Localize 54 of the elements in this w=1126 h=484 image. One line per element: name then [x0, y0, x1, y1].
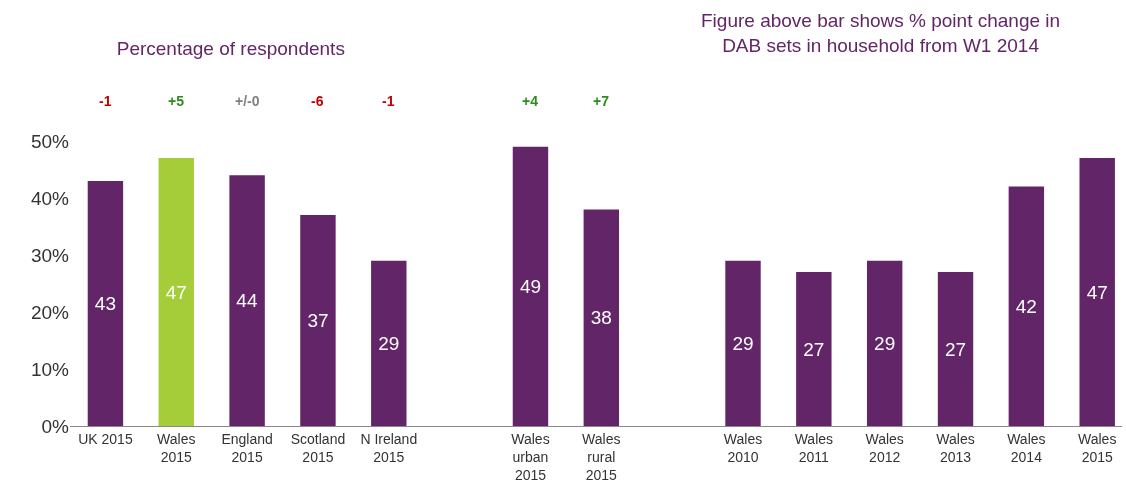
data-label: 38	[590, 307, 612, 329]
bar	[512, 146, 549, 426]
bar	[937, 272, 974, 426]
data-label: 27	[803, 338, 825, 360]
text: -6	[311, 93, 324, 109]
x-tick-label: Wales 2015	[157, 430, 196, 465]
data-label: 29	[732, 332, 754, 354]
bar	[1008, 186, 1045, 426]
x-tick-label: Wales 2015	[1078, 430, 1117, 465]
bar	[725, 260, 761, 426]
bar	[371, 260, 407, 426]
x-tick-label: Wales rural 2015	[582, 430, 621, 484]
bar	[583, 209, 620, 426]
text: -1	[99, 93, 112, 109]
bar	[300, 215, 336, 426]
text: +4	[522, 93, 539, 109]
bar	[866, 260, 903, 426]
data-label: 44	[236, 290, 258, 312]
text: +5	[168, 93, 185, 109]
data-label: 47	[1086, 281, 1108, 303]
data-label: 47	[165, 281, 187, 303]
data-label: 27	[944, 338, 967, 360]
x-tick-label: Wales 2013	[936, 430, 975, 465]
data-label: 37	[307, 310, 329, 332]
bar	[1079, 158, 1115, 426]
y-tick-label: 50%	[30, 130, 70, 152]
bar	[158, 158, 194, 426]
data-label: 42	[1015, 295, 1037, 317]
x-tick-label: Wales 2014	[1007, 430, 1046, 465]
text: Figure above bar shows % point change in DAB sets in household from W1 2014	[701, 10, 1061, 56]
x-tick-label: Scotland 2015	[290, 430, 346, 465]
y-tick-label: 0%	[41, 415, 70, 437]
x-tick-label: Wales 2010	[723, 430, 763, 465]
y-tick-label: 10%	[30, 358, 70, 380]
text: +7	[593, 93, 610, 109]
text: -1	[382, 93, 395, 109]
y-tick-label: 40%	[30, 187, 70, 209]
x-tick-label: Wales 2011	[794, 430, 834, 465]
bar	[229, 175, 265, 426]
x-tick-label: Wales 2012	[865, 430, 904, 465]
data-label: 29	[378, 332, 400, 354]
x-tick-label: England 2015	[221, 430, 273, 465]
data-label: 49	[519, 275, 542, 297]
bar	[87, 180, 124, 426]
y-tick-label: 30%	[30, 244, 70, 266]
y-tick-label: 20%	[30, 301, 70, 323]
bar	[796, 272, 832, 426]
chart-title: Percentage of respondents	[116, 38, 345, 60]
text: +/-0	[235, 93, 260, 109]
x-tick-label: Wales urban 2015	[511, 430, 550, 484]
data-label: 43	[94, 292, 116, 314]
x-tick-label: N Ireland 2015	[360, 430, 418, 465]
x-tick-label: UK 2015	[78, 430, 133, 447]
data-label: 29	[874, 332, 896, 354]
